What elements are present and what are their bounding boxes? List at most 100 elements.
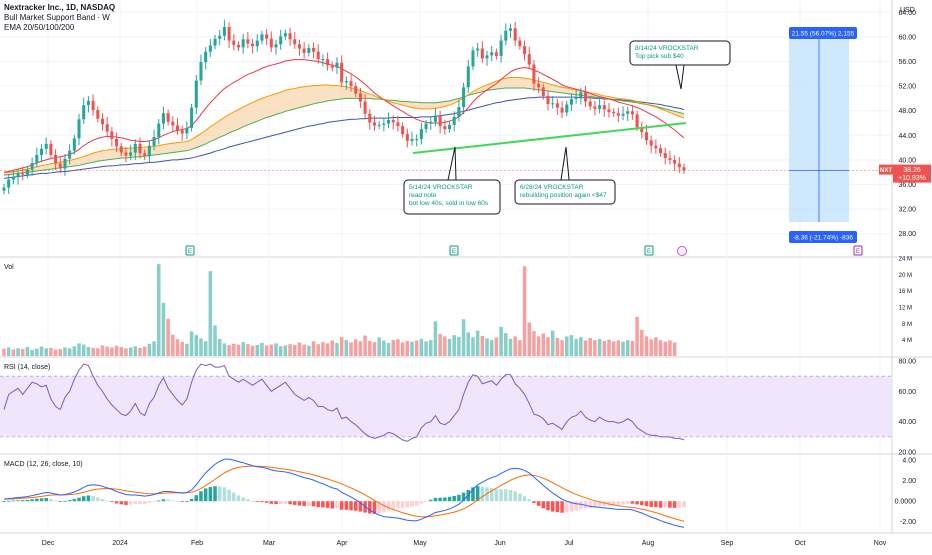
macd-histogram-bar (199, 491, 203, 502)
macd-histogram-bar (16, 500, 20, 502)
volume-bar (349, 342, 353, 356)
volume-bar (452, 335, 456, 356)
volume-bar (611, 341, 616, 356)
candle-body (124, 152, 128, 156)
macd-histogram-bar (128, 501, 133, 505)
volume-bar (302, 344, 306, 356)
candle-body (302, 48, 306, 53)
volume-bar (344, 340, 349, 356)
macd-histogram-bar (58, 501, 63, 502)
candle-body (452, 116, 456, 125)
volume-bar (461, 319, 466, 356)
candle-body (44, 143, 48, 149)
macd-histogram-bar (677, 501, 682, 508)
macd-histogram-bar (536, 501, 541, 506)
macd-histogram-bar (222, 487, 227, 502)
symbol-tag-bg (879, 164, 893, 175)
macd-histogram-bar (658, 501, 663, 508)
candle-body (682, 167, 686, 171)
macd-histogram-bar (616, 501, 621, 505)
candle-body (283, 33, 287, 37)
candle-body (340, 62, 344, 83)
macd-histogram-bar (241, 497, 245, 502)
macd-histogram-bar (640, 501, 644, 506)
volume-bar (640, 329, 644, 356)
price-pane (0, 19, 892, 195)
candle-body (527, 54, 531, 65)
candle-body (354, 86, 358, 94)
volume-pane: Vol (2, 264, 677, 356)
volume-bar (189, 331, 194, 356)
candle-body (218, 35, 222, 39)
macd-histogram-bar (25, 499, 30, 502)
macd-histogram-bar (311, 501, 316, 507)
rsi-tick-label: 40.00 (898, 419, 916, 426)
macd-histogram-bar (152, 501, 156, 502)
x-tick-label: Nov (874, 540, 887, 547)
macd-histogram-bar (565, 501, 569, 513)
volume-bar (471, 337, 475, 356)
candle-body (649, 140, 653, 146)
indicator-band-label: Bull Market Support Band · W (4, 13, 110, 22)
macd-tick-label: 0.0000 (895, 499, 917, 506)
candle-body (626, 111, 630, 114)
measure-upper-label-bg (789, 27, 857, 39)
macd-histogram-bar (307, 501, 311, 507)
macd-signal-line (3, 465, 685, 522)
macd-histogram-bar (396, 501, 400, 509)
volume-bar (414, 340, 419, 356)
callout-box (403, 179, 501, 215)
macd-histogram-bar (274, 501, 278, 505)
candle-body (251, 43, 255, 47)
volume-bar (419, 338, 424, 356)
volume-tick-label: 24 M (899, 257, 912, 263)
price-tick-label: 64.00 (898, 10, 916, 17)
volume-tick-label: 20 M (899, 273, 912, 279)
macd-histogram-bar (138, 501, 142, 504)
candle-body (368, 113, 372, 123)
macd-histogram-bar (72, 499, 77, 502)
x-tick-label: Jul (565, 540, 574, 547)
candle-body (213, 38, 217, 46)
candle-body (330, 65, 334, 68)
currency-label[interactable]: USD (900, 7, 915, 14)
macd-histogram-bar (175, 500, 180, 502)
callout-author: 8/14/24 VROCKSTAR (635, 45, 699, 52)
earnings-marker: E (452, 249, 456, 255)
macd-histogram-bar (35, 498, 39, 502)
volume-bar (358, 341, 363, 356)
macd-histogram-bar (368, 501, 372, 514)
volume-tick-label: 8 M (902, 322, 912, 328)
macd-histogram-bar (475, 486, 480, 502)
candle-body (396, 122, 400, 127)
candle-body (382, 123, 386, 125)
earnings-marker: E (856, 249, 860, 255)
volume-bar (372, 342, 377, 356)
volume-bar (86, 347, 91, 356)
volume-tick-label: 12 M (899, 306, 912, 312)
macd-histogram-bar (391, 501, 395, 510)
candle-body (185, 127, 189, 134)
candle-body (508, 28, 513, 31)
candle-body (190, 107, 194, 128)
macd-histogram-bar (541, 501, 546, 509)
candle-body (246, 39, 250, 44)
candle-body (673, 159, 677, 164)
volume-bar (485, 338, 489, 356)
candle-body (335, 62, 339, 68)
volume-bar (447, 338, 452, 356)
macd-histogram-bar (382, 501, 386, 513)
macd-histogram-bar (386, 501, 391, 511)
volume-bar (405, 340, 410, 356)
volume-bar (77, 343, 81, 356)
macd-histogram-bar (208, 487, 213, 502)
volume-bar (180, 341, 184, 356)
candle-body (147, 145, 151, 157)
volume-bar (654, 337, 658, 356)
macd-histogram-bar (644, 501, 649, 507)
volume-bar (457, 336, 461, 356)
volume-bar (152, 341, 156, 356)
callout-author: 5/14/24 VROCKSTAR (409, 184, 473, 191)
volume-bar (522, 266, 527, 356)
